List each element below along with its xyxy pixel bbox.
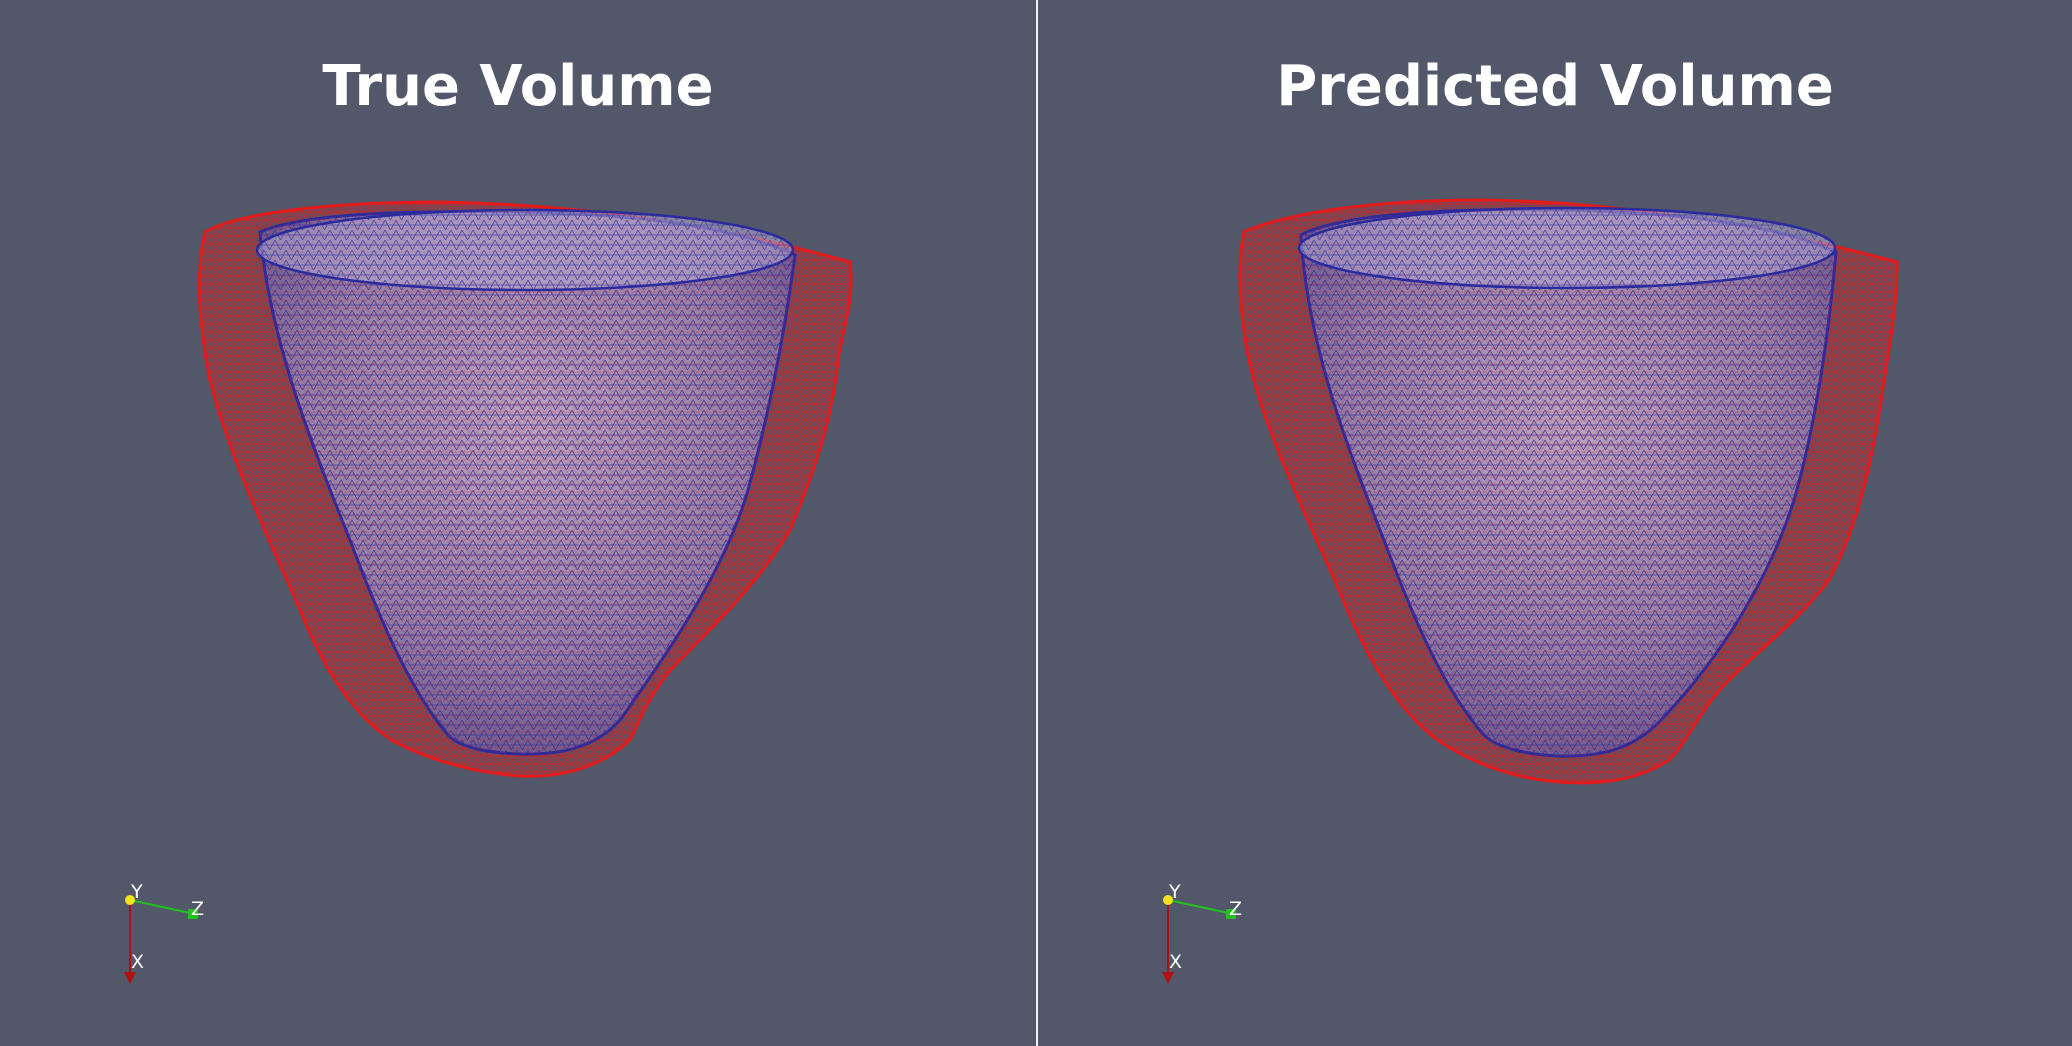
- view-title: Predicted Volume: [1276, 54, 1834, 119]
- heart-mesh-true[interactable]: [0, 0, 1036, 1046]
- x-axis-marker: [124, 972, 136, 984]
- x-axis-marker: [1162, 972, 1174, 984]
- y-axis-marker: [125, 895, 135, 905]
- view-splitter[interactable]: [1036, 0, 1038, 1046]
- heart-mesh-predicted[interactable]: [1038, 0, 2072, 1046]
- axis-label-y: Y: [1169, 881, 1181, 903]
- z-axis-marker: [188, 909, 198, 919]
- render-view-true[interactable]: True Volume: [0, 0, 1036, 1046]
- axis-label-z: Z: [191, 898, 205, 920]
- y-axis-marker: [1163, 895, 1173, 905]
- orientation-axes: Y Z X: [100, 880, 230, 990]
- axis-label-x: X: [131, 951, 145, 973]
- orientation-axes: Y Z X: [1138, 880, 1268, 990]
- render-view-predicted[interactable]: Predicted Volume: [1038, 0, 2072, 1046]
- axis-label-x: X: [1169, 951, 1183, 973]
- axis-label-z: Z: [1229, 898, 1243, 920]
- view-title: True Volume: [322, 54, 714, 119]
- z-axis-marker: [1226, 909, 1236, 919]
- axis-label-y: Y: [131, 881, 143, 903]
